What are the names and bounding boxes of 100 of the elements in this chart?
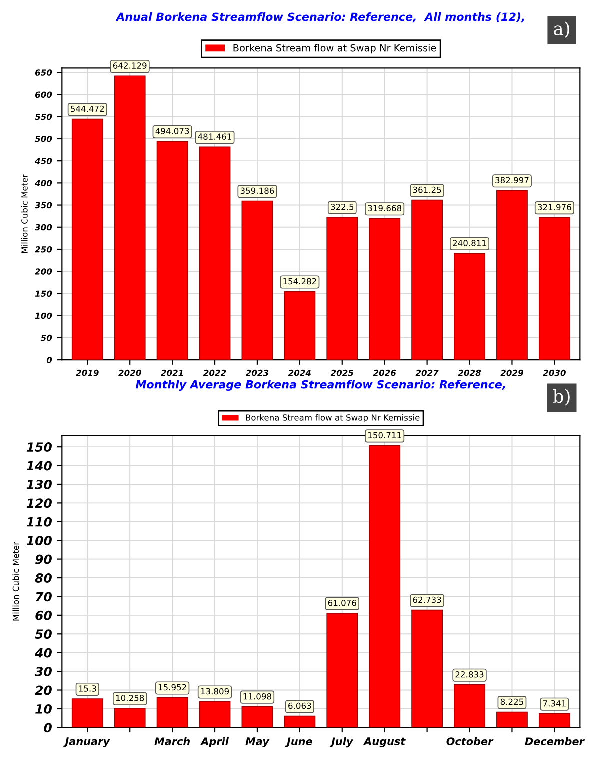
y-tick-label: 150 — [26, 442, 52, 452]
data-label: 15.3 — [79, 686, 96, 692]
y-tick-label: 10 — [36, 704, 52, 714]
x-tick-label: 2026 — [373, 370, 396, 376]
data-label: 359.186 — [240, 188, 274, 194]
data-label: 150.711 — [368, 432, 402, 439]
y-tick-label: 110 — [26, 517, 52, 527]
x-tick-label: April — [200, 737, 230, 748]
y-tick-label: 80 — [35, 573, 52, 583]
x-tick-label: 2020 — [118, 370, 142, 376]
data-label: 494.073 — [156, 128, 190, 134]
x-tick-label: 2022 — [203, 370, 226, 376]
data-label: 61.076 — [328, 600, 356, 606]
data-label: 7.341 — [543, 700, 566, 707]
bar — [496, 190, 528, 360]
data-label: 481.461 — [198, 134, 232, 140]
chart-title: Anual Borkena Streamflow Scenario: Reference, All months (12), — [116, 12, 524, 23]
bar — [199, 146, 231, 360]
bar — [369, 218, 401, 360]
data-label: 11.098 — [244, 693, 272, 700]
bar — [326, 613, 358, 728]
legend-label: Borkena Stream flow at Swap Nr Kemissie — [234, 44, 436, 54]
x-tick-label: 2030 — [543, 370, 566, 376]
y-tick-label: 500 — [35, 136, 52, 142]
data-label: 62.733 — [413, 596, 442, 604]
data-label: 322.5 — [331, 204, 354, 210]
y-tick-label: 400 — [35, 180, 52, 186]
y-tick-label: 150 — [35, 290, 52, 298]
data-label: 642.129 — [113, 62, 147, 69]
y-tick-label: 200 — [35, 268, 52, 275]
bar — [538, 714, 570, 728]
y-tick-label: 140 — [26, 461, 52, 471]
bar — [412, 610, 444, 728]
y-tick-label: 650 — [35, 70, 52, 76]
y-tick-label: 250 — [35, 246, 52, 253]
y-tick-label: 130 — [26, 480, 52, 490]
bar — [326, 217, 358, 360]
x-tick-label: May — [246, 738, 270, 748]
y-tick-label: 30 — [35, 667, 52, 676]
y-tick-label: 40 — [35, 648, 52, 658]
data-label: 6.063 — [288, 702, 312, 710]
bar — [242, 706, 274, 728]
bar — [369, 445, 401, 728]
y-tick-label: 50 — [35, 630, 52, 640]
y-tick-label: 100 — [26, 536, 52, 546]
x-tick-label: July — [330, 737, 354, 748]
chart-title: Monthly Average Borkena Streamflow Scenario: Reference, — [136, 380, 506, 392]
bar — [72, 698, 104, 728]
y-tick-label: 70 — [36, 592, 52, 602]
x-tick-label: August — [363, 738, 406, 748]
data-label: 544.472 — [71, 106, 104, 112]
bar — [156, 697, 188, 728]
text: b) — [553, 389, 570, 406]
x-tick-label: 2027 — [416, 370, 439, 376]
bar — [114, 76, 146, 360]
bar — [72, 118, 104, 360]
y-axis-title: Million Cubic Meter — [12, 542, 20, 621]
y-tick-label: 50 — [40, 334, 52, 342]
y-tick-label: 90 — [36, 554, 52, 564]
bar — [284, 291, 316, 360]
x-tick-label: 2029 — [500, 370, 524, 376]
y-tick-label: 60 — [36, 610, 52, 620]
bar — [412, 200, 444, 360]
bar — [114, 708, 146, 728]
data-label: 154.282 — [284, 278, 316, 285]
data-label: 8.225 — [500, 698, 524, 706]
x-tick-label: 2021 — [161, 370, 184, 376]
y-tick-label: 20 — [35, 686, 52, 696]
y-tick-label: 550 — [35, 114, 52, 120]
y-tick-label: 350 — [35, 202, 52, 209]
x-tick-label: 2023 — [246, 370, 269, 376]
bar — [454, 684, 486, 728]
x-tick-label: January — [64, 738, 110, 748]
y-tick-label: 0 — [44, 723, 52, 733]
x-tick-label: 2028 — [458, 370, 482, 376]
data-label: 10.258 — [116, 695, 144, 702]
bar — [156, 141, 188, 360]
x-tick-label: March — [154, 737, 190, 746]
bar — [199, 701, 231, 728]
data-label: 22.833 — [456, 671, 484, 678]
bar — [496, 712, 528, 728]
y-tick-label: 450 — [35, 158, 52, 164]
x-tick-label: June — [285, 738, 312, 748]
y-tick-label: 120 — [26, 498, 52, 508]
x-tick-label: 2019 — [76, 370, 99, 376]
data-label: 15.952 — [158, 684, 186, 691]
bar — [538, 217, 570, 360]
x-tick-label: 2024 — [288, 370, 312, 376]
x-tick-label: October — [446, 737, 494, 746]
text: a) — [554, 22, 570, 38]
bar — [242, 200, 274, 360]
y-tick-label: 100 — [35, 312, 52, 320]
bar — [454, 253, 486, 360]
data-label: 321.976 — [538, 204, 572, 211]
y-tick-label: 300 — [35, 224, 52, 231]
data-label: 240.811 — [453, 240, 486, 246]
y-tick-label: 0 — [46, 357, 52, 364]
x-tick-label: 2025 — [330, 370, 354, 376]
data-label: 382.997 — [496, 177, 529, 184]
bar — [284, 716, 316, 728]
